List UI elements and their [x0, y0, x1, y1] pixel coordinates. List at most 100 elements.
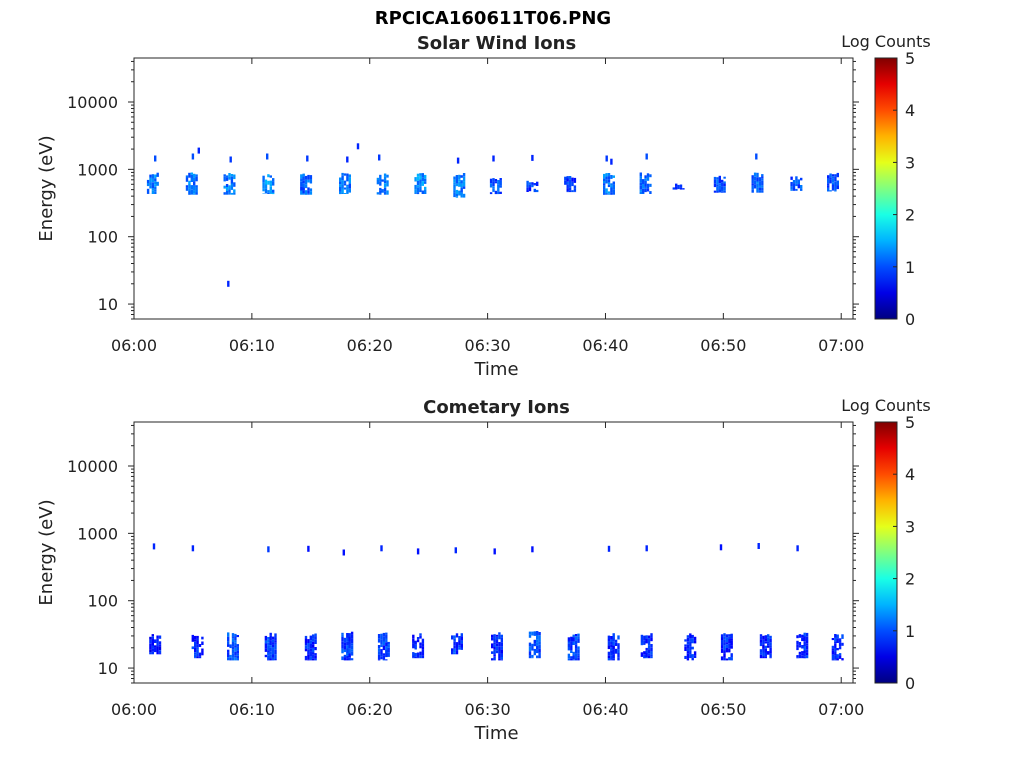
- burst-2-5: [304, 633, 317, 661]
- burst-1-17: [751, 172, 764, 193]
- burst-1-5: [300, 173, 313, 195]
- isolated-point-1-11: [456, 157, 460, 164]
- burst-1-2: [185, 172, 198, 195]
- burst-2-16: [720, 633, 733, 661]
- burst-2-3: [227, 632, 239, 661]
- panel-title-2: Cometary Ions: [423, 397, 570, 418]
- isolated-point-2-11: [607, 545, 611, 552]
- burst-1-8: [414, 173, 427, 195]
- burst-1-18: [790, 176, 803, 191]
- y-tick-label-2-2: 100: [87, 592, 118, 611]
- isolated-point-1-2: [191, 153, 195, 160]
- y-tick-label-2-4: 10000: [67, 457, 118, 476]
- burst-1-19: [827, 172, 839, 192]
- colorbar-tick-label-1-4: 3: [905, 153, 915, 172]
- burst-2-1: [149, 634, 162, 655]
- isolated-point-1-16: [645, 153, 648, 160]
- isolated-point-1-8: [346, 156, 349, 163]
- isolated-point-2-15: [796, 545, 799, 552]
- isolated-point-2-6: [380, 545, 383, 552]
- isolated-point-2-1: [152, 543, 156, 550]
- burst-2-2: [191, 634, 204, 659]
- burst-1-10: [489, 178, 502, 195]
- burst-1-6: [339, 172, 351, 195]
- burst-2-4: [264, 632, 277, 661]
- y-tick-label-1-4: 10000: [67, 93, 118, 112]
- burst-1-7: [376, 173, 389, 195]
- colorbar-tick-label-1-6: 5: [905, 49, 915, 68]
- isolated-point-2-9: [493, 548, 496, 555]
- x-tick-label-2-6: 06:50: [700, 700, 746, 719]
- isolated-point-2-7: [416, 548, 420, 555]
- y-tick-label-1-3: 1000: [77, 160, 118, 179]
- colorbar-tick-label-1-5: 4: [905, 101, 915, 120]
- x-tick-label-2-4: 06:30: [465, 700, 511, 719]
- burst-2-7: [377, 632, 390, 661]
- x-tick-label-2-2: 06:10: [229, 700, 275, 719]
- isolated-point-2-8: [454, 547, 457, 554]
- burst-2-19: [831, 634, 844, 661]
- isolated-point-1-1: [154, 155, 157, 162]
- x-tick-label-1-3: 06:20: [347, 336, 393, 355]
- isolated-point-2-4: [307, 545, 310, 552]
- burst-1-1: [146, 172, 159, 194]
- axes-box-2: [133, 421, 854, 684]
- colorbar-1: [874, 57, 898, 320]
- colorbar-tick-label-2-1: 0: [905, 674, 915, 693]
- colorbar-tick-label-2-3: 2: [905, 570, 915, 589]
- x-tick-label-1-5: 06:40: [582, 336, 628, 355]
- isolated-point-2-10: [531, 546, 534, 553]
- burst-1-4: [262, 174, 275, 195]
- isolated-point-2-5: [342, 549, 345, 556]
- y-tick-label-1-1: 10: [98, 295, 118, 314]
- burst-2-15: [684, 633, 697, 661]
- colorbar-tick-label-2-5: 4: [905, 465, 915, 484]
- isolated-point-1-15: [610, 158, 613, 165]
- x-tick-label-1-2: 06:10: [229, 336, 275, 355]
- colorbar-tick-label-1-1: 0: [905, 310, 915, 329]
- isolated-point-2-3: [267, 546, 270, 553]
- burst-2-13: [607, 633, 620, 661]
- burst-2-14: [640, 633, 653, 659]
- burst-group-1: [146, 172, 839, 198]
- burst-2-9: [451, 633, 463, 655]
- x-tick-label-2-5: 06:40: [582, 700, 628, 719]
- colorbar-label-2: Log Counts: [841, 396, 931, 415]
- isolated-point-1-4: [229, 156, 232, 163]
- isolated-point-1-12: [492, 155, 495, 162]
- burst-group-2: [149, 631, 844, 661]
- burst-2-8: [412, 633, 425, 659]
- isolated-point-2-14: [757, 543, 760, 549]
- burst-1-11: [526, 180, 539, 193]
- burst-2-6: [341, 631, 354, 661]
- axes-box-1: [133, 57, 854, 320]
- isolated-point-1-13: [531, 154, 534, 161]
- colorbar-label-1: Log Counts: [841, 32, 931, 51]
- burst-1-14: [639, 172, 652, 194]
- x-tick-label-2-3: 06:20: [347, 700, 393, 719]
- x-tick-label-1-1: 06:00: [111, 336, 157, 355]
- isolated-point-2-2: [191, 545, 195, 552]
- x-tick-label-1-7: 07:00: [818, 336, 864, 355]
- isolated-point-1-3: [197, 147, 200, 154]
- x-axis-label-1: Time: [473, 359, 518, 380]
- isolated-point-2-12: [645, 545, 648, 552]
- isolated-point-1-6: [266, 153, 269, 160]
- burst-1-3: [223, 173, 236, 195]
- y-tick-label-2-1: 10: [98, 659, 118, 678]
- colorbar-tick-label-2-6: 5: [905, 413, 915, 432]
- burst-2-12: [567, 633, 580, 661]
- isolated-point-1-7: [306, 155, 309, 162]
- burst-1-15: [672, 183, 685, 190]
- isolated-point-group-2: [152, 543, 799, 556]
- y-tick-label-1-2: 100: [87, 228, 118, 247]
- colorbar-tick-label-2-4: 3: [905, 517, 915, 536]
- isolated-point-group-1: [154, 143, 758, 287]
- burst-1-12: [564, 176, 577, 193]
- colorbar-tick-label-1-3: 2: [905, 206, 915, 225]
- x-axis-label-2: Time: [473, 723, 518, 744]
- colorbar-tick-label-2-2: 1: [905, 622, 915, 641]
- y-tick-label-2-3: 1000: [77, 524, 118, 543]
- isolated-point-1-17: [755, 153, 758, 160]
